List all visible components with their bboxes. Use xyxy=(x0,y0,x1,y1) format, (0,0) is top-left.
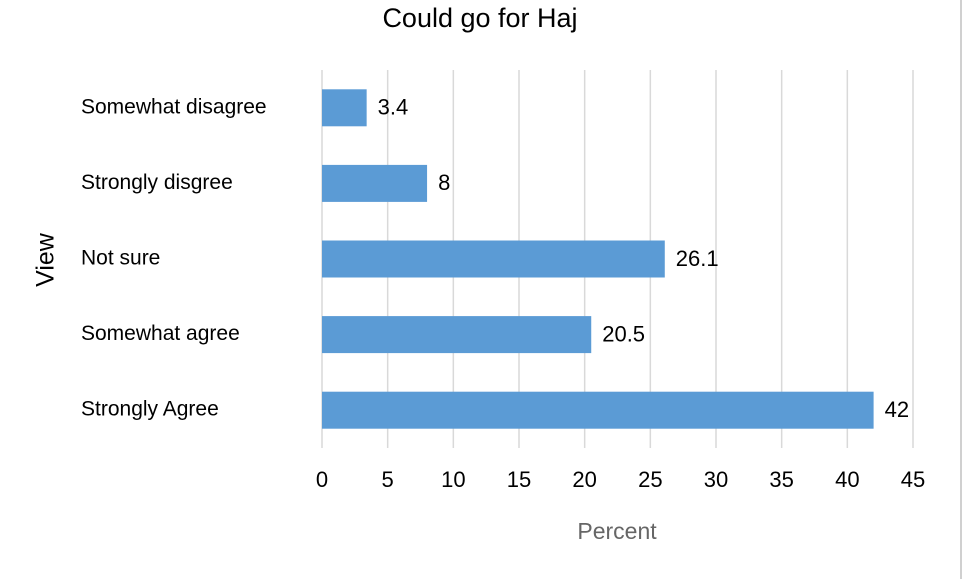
data-label: 26.1 xyxy=(676,246,719,271)
x-tick-label: 30 xyxy=(704,467,728,492)
x-tick-label: 5 xyxy=(382,467,394,492)
y-axis-label: View xyxy=(32,232,60,287)
bar xyxy=(322,164,428,202)
data-label: 8 xyxy=(438,170,450,195)
x-tick-label: 25 xyxy=(638,467,662,492)
data-label: 20.5 xyxy=(602,321,645,346)
y-tick-label: Strongly Agree xyxy=(81,398,219,421)
chart-title: Could go for Haj xyxy=(382,3,577,33)
x-tick-label: 40 xyxy=(835,467,859,492)
x-tick-label: 10 xyxy=(441,467,465,492)
x-tick-label: 35 xyxy=(769,467,793,492)
data-label: 42 xyxy=(885,397,909,422)
y-tick-label: Somewhat agree xyxy=(81,322,240,345)
x-tick-label: 0 xyxy=(316,467,328,492)
y-tick-label: Somewhat disagree xyxy=(81,95,267,118)
bar xyxy=(322,316,592,354)
x-tick-label: 15 xyxy=(507,467,531,492)
bar xyxy=(322,89,367,127)
x-tick-label: 20 xyxy=(572,467,596,492)
data-label: 3.4 xyxy=(378,95,409,120)
bar xyxy=(322,240,665,278)
y-tick-label: Not sure xyxy=(81,247,160,270)
y-tick-label: Strongly disgree xyxy=(81,171,233,194)
x-tick-label: 45 xyxy=(901,467,925,492)
x-axis-label: Percent xyxy=(577,518,657,544)
bar xyxy=(322,391,874,429)
